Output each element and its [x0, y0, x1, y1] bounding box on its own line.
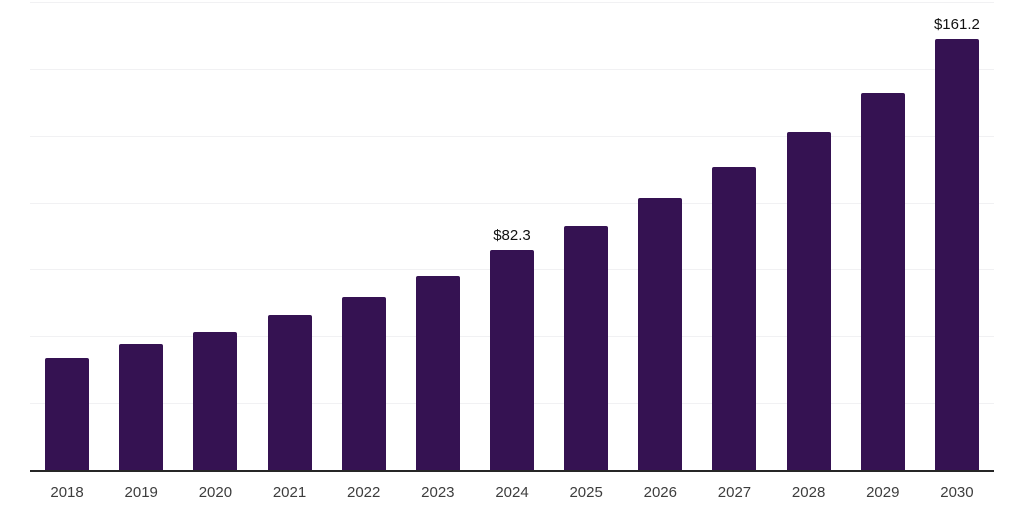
- x-axis-label-2024: 2024: [495, 484, 529, 501]
- bar-2021: [267, 315, 312, 470]
- gridline: [30, 2, 994, 3]
- bar-2028: [786, 132, 831, 470]
- bar-2030: [934, 38, 979, 470]
- bar-2019: [119, 344, 164, 470]
- x-axis-label-2022: 2022: [347, 484, 381, 501]
- gridline: [30, 135, 994, 137]
- bar-2022: [341, 296, 386, 470]
- bar-2029: [860, 93, 905, 470]
- data-label-2030: $161.2: [933, 15, 980, 33]
- bar-2026: [638, 198, 683, 470]
- gridline: [30, 202, 994, 204]
- plot-area: $82.3 $161.2: [30, 2, 994, 472]
- bar-2020: [193, 332, 238, 470]
- x-axis-label-2026: 2026: [643, 484, 677, 501]
- data-label-2024: $82.3: [493, 226, 531, 244]
- bar-2025: [564, 226, 609, 470]
- bar-2024: [490, 249, 534, 470]
- bar-2018: [45, 358, 90, 470]
- bar-2023: [415, 275, 460, 470]
- bar-2027: [712, 167, 757, 470]
- x-axis-label-2025: 2025: [569, 484, 603, 501]
- x-axis-label-2030: 2030: [940, 484, 974, 501]
- x-axis-label-2029: 2029: [866, 484, 900, 501]
- x-axis: 2018 2019 2020 2021 2022 2023 2024 2025 2026 2027…: [30, 484, 994, 504]
- x-axis-label-2027: 2027: [717, 484, 752, 501]
- x-axis-label-2018: 2018: [50, 484, 84, 501]
- x-axis-label-2023: 2023: [421, 484, 455, 501]
- gridline: [30, 68, 994, 70]
- x-axis-label-2020: 2020: [198, 484, 233, 501]
- x-axis-label-2021: 2021: [272, 484, 307, 501]
- x-axis-label-2019: 2019: [124, 484, 158, 501]
- x-axis-label-2028: 2028: [791, 484, 826, 501]
